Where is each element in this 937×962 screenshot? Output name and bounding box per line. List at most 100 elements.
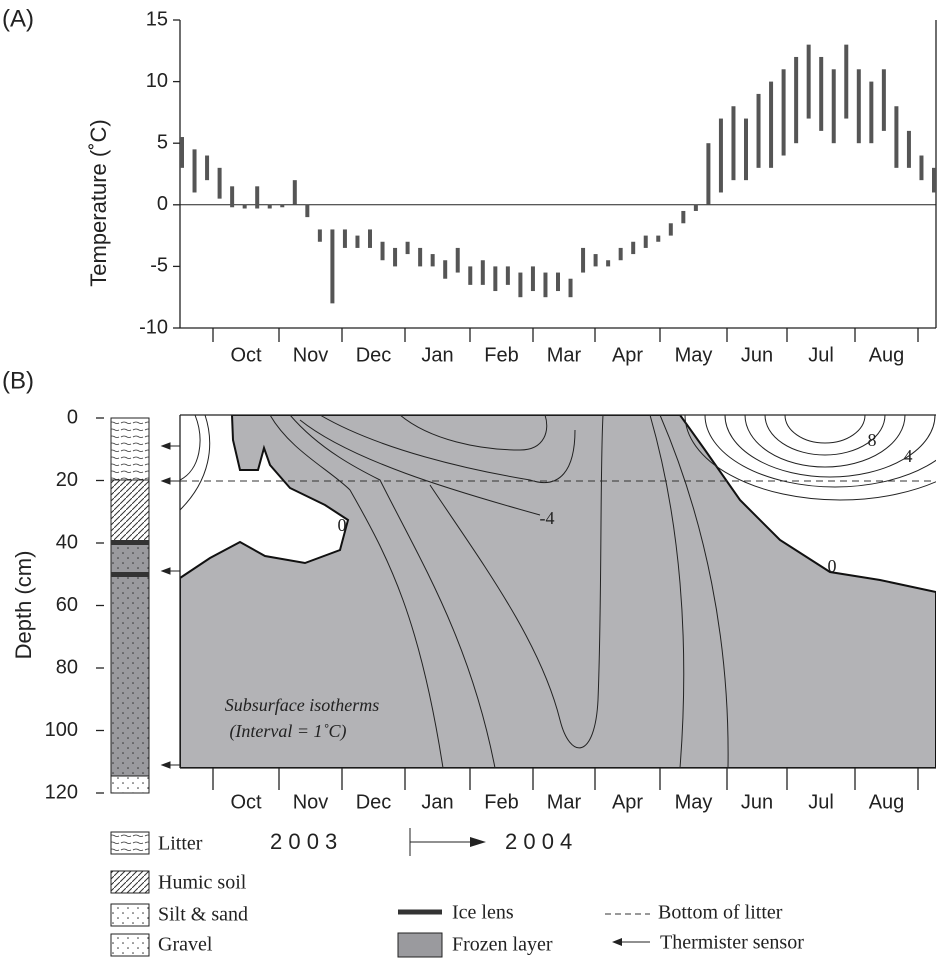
legend-label: Bottom of litter bbox=[658, 902, 783, 924]
x-tick-label: Jan bbox=[421, 791, 453, 813]
legend-label: Ice lens bbox=[452, 902, 514, 924]
y-tick-label: -5 bbox=[150, 255, 168, 277]
x-tick-label: Dec bbox=[356, 791, 392, 813]
legend-label: Thermister sensor bbox=[660, 932, 804, 954]
range-bar bbox=[280, 204, 285, 208]
range-bar bbox=[217, 167, 222, 199]
x-tick-label: Nov bbox=[293, 344, 329, 366]
range-bar bbox=[706, 143, 711, 205]
range-bar bbox=[831, 69, 836, 144]
range-bar bbox=[418, 247, 423, 267]
range-bar bbox=[505, 266, 510, 285]
y-tick-label: 10 bbox=[146, 70, 168, 92]
legend-label: Humic soil bbox=[158, 872, 247, 894]
frozen-layer bbox=[180, 415, 936, 768]
range-bar bbox=[744, 118, 748, 181]
range-bar bbox=[668, 223, 673, 236]
x-tick-label: May bbox=[675, 344, 713, 366]
range-bar bbox=[430, 254, 435, 267]
range-bar bbox=[869, 81, 874, 144]
legend-label: Litter bbox=[158, 833, 203, 855]
year-label: 2 0 0 3 bbox=[270, 829, 337, 854]
range-bar bbox=[618, 247, 623, 261]
range-bar bbox=[518, 272, 523, 298]
range-bar bbox=[242, 204, 247, 209]
range-bar bbox=[393, 247, 398, 267]
range-bar bbox=[606, 260, 611, 267]
annotation: (Interval = 1˚C) bbox=[229, 721, 346, 742]
panel-label: (B) bbox=[2, 367, 34, 394]
x-tick-label: Jun bbox=[741, 344, 773, 366]
range-bar bbox=[305, 204, 310, 218]
legend-swatches bbox=[110, 828, 650, 958]
x-tick-label: Jul bbox=[808, 344, 834, 366]
range-bar bbox=[205, 155, 210, 181]
contour-field bbox=[180, 415, 936, 768]
x-tick-label: Apr bbox=[612, 791, 643, 813]
range-bar bbox=[906, 130, 911, 168]
y-tick-label: 5 bbox=[157, 131, 168, 153]
x-tick-label: Aug bbox=[869, 791, 905, 813]
y-tick-label: 60 bbox=[56, 594, 78, 616]
x-tick-label: Jun bbox=[741, 791, 773, 813]
y-axis-label: Depth (cm) bbox=[11, 551, 36, 660]
y-tick-label: -10 bbox=[139, 316, 168, 338]
legend-label: Frozen layer bbox=[452, 934, 553, 956]
contour-label: 0 bbox=[338, 515, 347, 535]
x-tick-label: Mar bbox=[547, 344, 582, 366]
range-bar bbox=[568, 278, 573, 298]
range-bar bbox=[806, 44, 811, 119]
annotation: Subsurface isotherms bbox=[225, 695, 380, 715]
range-bar bbox=[480, 260, 485, 285]
x-tick-label: Feb bbox=[484, 344, 518, 366]
range-bar bbox=[543, 272, 548, 298]
range-bar bbox=[230, 186, 235, 208]
y-tick-label: 120 bbox=[45, 781, 78, 803]
range-bar bbox=[267, 204, 272, 209]
range-bar bbox=[255, 186, 260, 209]
range-bar bbox=[819, 56, 824, 131]
panel-label: (A) bbox=[2, 5, 34, 32]
range-bar bbox=[581, 247, 586, 273]
x-tick-label: May bbox=[675, 791, 713, 813]
range-bar bbox=[355, 235, 360, 248]
range-bar bbox=[769, 81, 774, 168]
x-tick-label: Jan bbox=[421, 344, 453, 366]
y-tick-label: 100 bbox=[45, 719, 78, 741]
range-bar bbox=[405, 241, 410, 255]
contour-label: -4 bbox=[540, 508, 555, 528]
range-bar bbox=[881, 69, 886, 131]
x-tick-label: Oct bbox=[230, 791, 262, 813]
range-bar bbox=[718, 118, 723, 193]
range-bar bbox=[180, 137, 184, 168]
range-bar bbox=[593, 254, 598, 267]
range-bar bbox=[468, 266, 473, 285]
contour-label: 0 bbox=[828, 556, 837, 576]
range-bar bbox=[342, 229, 347, 248]
range-bar bbox=[919, 155, 924, 181]
range-bar bbox=[693, 204, 698, 211]
contour-label: 4 bbox=[904, 446, 913, 466]
range-bar bbox=[368, 229, 372, 248]
legend-label: Gravel bbox=[158, 934, 213, 956]
range-bar bbox=[292, 180, 297, 205]
x-tick-label: Aug bbox=[869, 344, 905, 366]
range-bar bbox=[530, 266, 535, 292]
range-bar bbox=[556, 272, 560, 292]
range-bar bbox=[455, 247, 460, 273]
range-bar bbox=[380, 241, 385, 261]
range-bar bbox=[631, 241, 636, 255]
range-bar bbox=[756, 93, 761, 168]
range-bar bbox=[681, 210, 686, 224]
y-tick-label: 15 bbox=[146, 8, 168, 30]
x-tick-label: Nov bbox=[293, 791, 329, 813]
range-bar bbox=[443, 260, 448, 279]
range-bar bbox=[643, 235, 648, 248]
range-bar bbox=[656, 235, 661, 242]
y-tick-label: 0 bbox=[67, 406, 78, 428]
range-bar bbox=[781, 69, 786, 156]
range-bar bbox=[330, 229, 335, 304]
x-tick-label: Mar bbox=[547, 791, 582, 813]
soil-column bbox=[110, 417, 150, 794]
